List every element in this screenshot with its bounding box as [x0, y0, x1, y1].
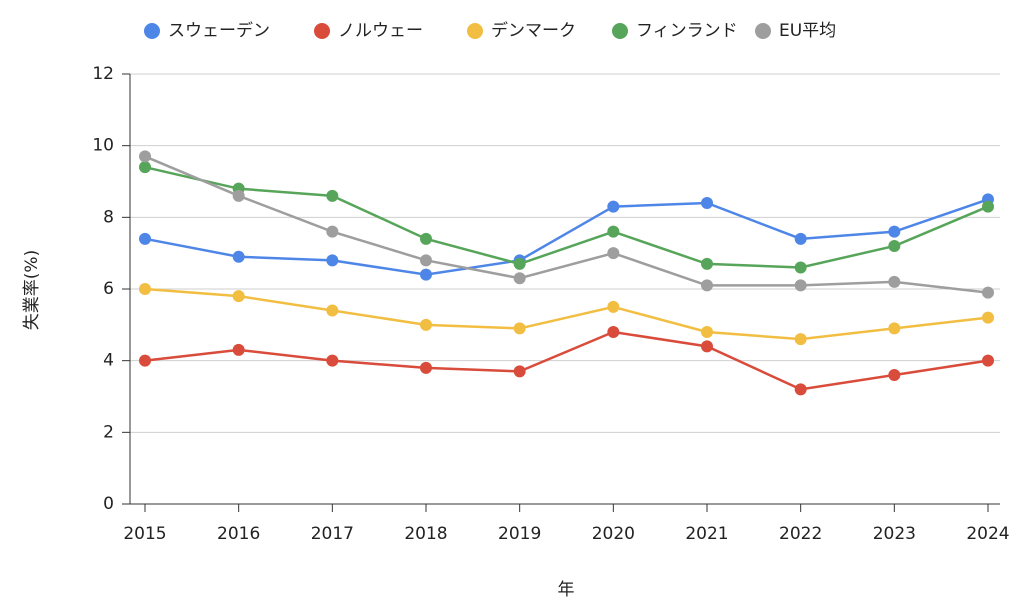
x-tick-label: 2015: [123, 524, 166, 544]
data-point: [982, 286, 994, 299]
legend-marker: [755, 23, 771, 39]
data-point: [420, 361, 432, 374]
data-point: [701, 197, 713, 209]
data-point: [513, 272, 526, 285]
data-point: [232, 343, 245, 356]
legend-marker: [314, 23, 330, 39]
x-tick-label: 2022: [779, 524, 822, 544]
legend-label: EU平均: [779, 21, 836, 41]
y-tick-label: 10: [92, 136, 114, 156]
series-line: [144, 155, 989, 294]
y-tick-label: 4: [103, 351, 114, 371]
data-point: [139, 161, 151, 174]
data-point: [420, 232, 432, 245]
data-point: [139, 232, 151, 245]
x-tick-label: 2018: [404, 524, 447, 544]
data-point: [701, 326, 713, 338]
y-tick-label: 12: [92, 64, 114, 84]
series-line: [144, 165, 989, 269]
data-point: [232, 250, 245, 263]
data-point: [326, 254, 339, 267]
data-point: [794, 279, 807, 292]
legend-label: フィンランド: [636, 21, 738, 41]
data-point: [888, 369, 901, 381]
data-point: [232, 189, 245, 202]
data-point: [139, 354, 151, 367]
data-point: [701, 340, 713, 353]
x-axis-title: 年: [558, 580, 575, 600]
data-point: [513, 322, 526, 335]
data-point: [513, 257, 526, 270]
data-point: [420, 254, 432, 267]
data-point: [139, 283, 151, 295]
x-tick-label: 2024: [966, 524, 1009, 544]
data-point: [794, 333, 807, 346]
data-point: [794, 383, 807, 396]
data-point: [420, 318, 432, 331]
data-point: [326, 189, 339, 202]
series-line: [144, 287, 989, 341]
data-point: [326, 225, 339, 238]
data-point: [607, 225, 620, 238]
data-point: [607, 247, 620, 260]
x-tick-label: 2020: [592, 524, 635, 544]
data-point: [982, 311, 994, 324]
x-tick-label: 2016: [217, 524, 260, 544]
data-point: [607, 300, 620, 313]
data-point: [794, 232, 807, 245]
x-tick-label: 2021: [685, 524, 728, 544]
data-point: [139, 150, 151, 163]
legend-label: デンマーク: [491, 20, 576, 41]
legend-marker: [467, 23, 483, 39]
data-point: [888, 275, 901, 288]
data-point: [794, 261, 807, 274]
data-point: [513, 365, 526, 378]
legend-marker: [144, 23, 160, 39]
x-tick-label: 2023: [873, 524, 916, 544]
data-point: [701, 279, 713, 292]
legend-label: スウェーデン: [168, 20, 270, 41]
data-point: [888, 225, 901, 238]
data-point: [420, 268, 432, 281]
series-line: [144, 198, 989, 276]
legend-label: ノルウェー: [338, 21, 423, 41]
data-point: [701, 257, 713, 270]
y-tick-label: 2: [103, 422, 114, 442]
y-tick-label: 8: [103, 207, 114, 227]
data-point: [607, 200, 620, 213]
data-point: [982, 354, 994, 367]
data-point: [607, 326, 620, 338]
data-point: [888, 322, 901, 335]
data-point: [326, 304, 339, 317]
x-tick-label: 2019: [498, 524, 541, 544]
x-tick-label: 2017: [311, 524, 354, 544]
y-tick-label: 0: [103, 494, 114, 514]
data-point: [888, 240, 901, 252]
data-point: [326, 354, 339, 367]
y-tick-label: 6: [103, 279, 114, 299]
data-point: [232, 290, 245, 303]
series-line: [144, 330, 989, 391]
y-axis-title: 失業率(%): [22, 250, 42, 330]
data-point: [982, 200, 994, 213]
legend-marker: [612, 23, 628, 39]
